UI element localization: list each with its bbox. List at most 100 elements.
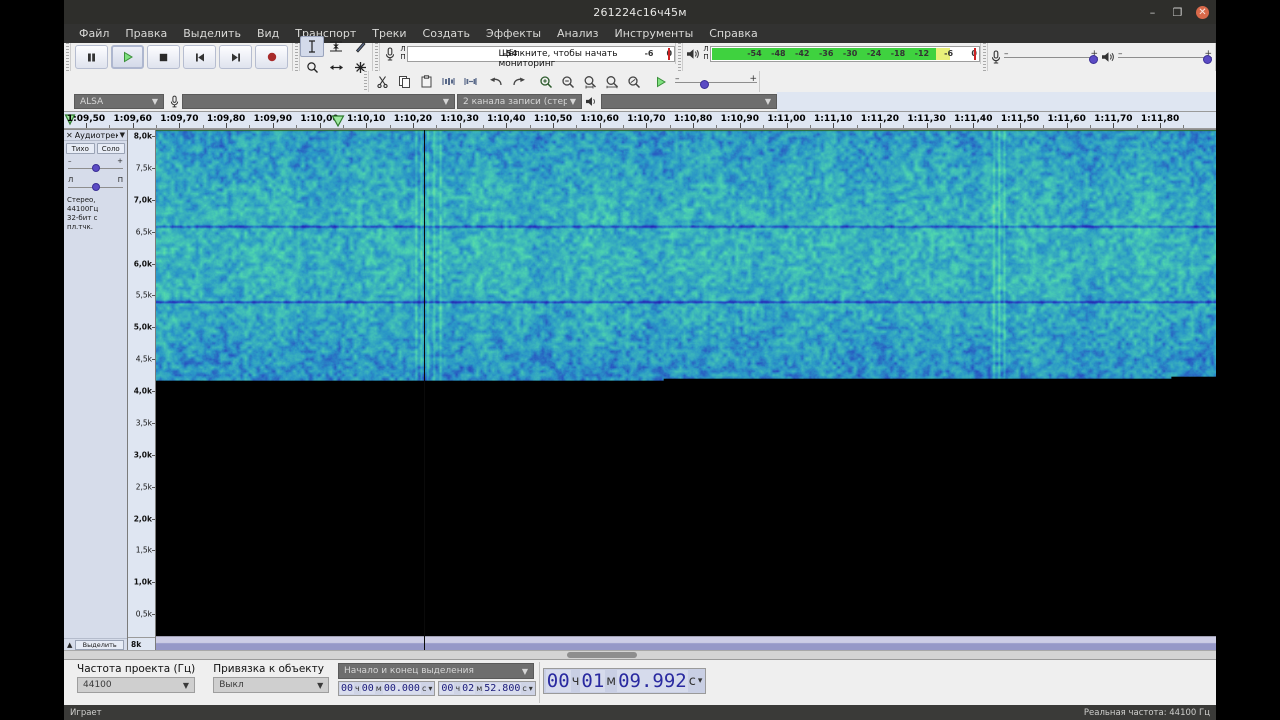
recording-meter-bar[interactable]: -54 -6 0 Щёлкните, чтобы начать монитори…: [407, 46, 675, 62]
timeline-minor-tick: [296, 125, 297, 128]
menu-item-generate[interactable]: Создать: [415, 26, 479, 41]
frequency-ruler: 8,0k 7,5k 7,0k 6,5k 6,0k 5,5k 5,0k 4,5k 4,0k 3,5k…: [128, 130, 156, 650]
selection-start-time[interactable]: 00 ч 00 м 00.000 с ▾: [338, 681, 435, 696]
stop-button[interactable]: [147, 45, 180, 69]
undo-button[interactable]: [485, 71, 507, 92]
menu-item-edit[interactable]: Правка: [117, 26, 175, 41]
frequency-tick: [152, 519, 155, 520]
trim-button[interactable]: [437, 71, 459, 92]
zoom-toggle-button[interactable]: [623, 71, 645, 92]
pause-button[interactable]: [75, 45, 108, 69]
timeline-ruler[interactable]: 1:09,50 1:09,60 1:09,70 1:09,80 1:09,90 1:10,…: [64, 112, 1216, 129]
paste-button[interactable]: [415, 71, 437, 92]
playback-meter-grip[interactable]: [676, 43, 683, 71]
menu-item-help[interactable]: Справка: [701, 26, 765, 41]
input-volume-slider[interactable]: – +: [1004, 49, 1098, 65]
menu-bar: Файл Правка Выделить Вид Транспорт Треки…: [64, 24, 1216, 43]
track-control-panel[interactable]: ✕ Аудиотрек ▼ Тихо Соло – + Л П: [64, 130, 128, 650]
playback-device-combo[interactable]: ▼: [601, 94, 777, 109]
timeline-minor-tick: [576, 125, 577, 128]
fit-project-button[interactable]: [601, 71, 623, 92]
timeline-major-tick: [273, 123, 274, 128]
silence-button[interactable]: [459, 71, 481, 92]
menu-item-analyze[interactable]: Анализ: [549, 26, 607, 41]
tools-grip[interactable]: [293, 43, 300, 71]
scrollbar-thumb[interactable]: [567, 652, 637, 658]
track-title[interactable]: Аудиотрек: [75, 131, 118, 140]
pb-tick--18: -18: [891, 49, 905, 58]
solo-button[interactable]: Соло: [97, 143, 126, 154]
timeline-minor-tick: [1137, 125, 1138, 128]
fit-selection-button[interactable]: [579, 71, 601, 92]
audacity-window: 261224с16ч45м – ❐ ✕ Файл Правка Выделить…: [64, 0, 1216, 720]
track-select-button[interactable]: Выделить: [75, 640, 124, 650]
frequency-label: 7,0k: [134, 195, 152, 204]
spectrogram-view[interactable]: [156, 130, 1216, 650]
minimize-icon[interactable]: –: [1146, 6, 1159, 19]
recording-device-combo[interactable]: ▼: [182, 94, 455, 109]
play-button[interactable]: [111, 45, 144, 69]
play-speed-slider[interactable]: – +: [675, 74, 757, 90]
timeline-major-tick: [506, 123, 507, 128]
skip-end-button[interactable]: [219, 45, 252, 69]
selection-tool[interactable]: [300, 36, 324, 57]
close-icon[interactable]: ✕: [1196, 6, 1209, 19]
horizontal-scrollbar[interactable]: [64, 650, 1216, 659]
chevron-down-icon[interactable]: ▼: [120, 131, 125, 139]
zoom-tool[interactable]: [300, 57, 324, 78]
output-volume-slider[interactable]: – +: [1118, 49, 1212, 65]
timeline-major-tick: [86, 123, 87, 128]
recording-meter-toolbar[interactable]: ЛП -54 -6 0 Щёлкните, чтобы начать монит…: [380, 43, 676, 64]
copy-button[interactable]: [393, 71, 415, 92]
menu-item-effects[interactable]: Эффекты: [478, 26, 549, 41]
playhead-indicator[interactable]: [331, 113, 345, 126]
play-at-speed-button[interactable]: [650, 71, 672, 92]
audio-position-display[interactable]: 00 ч 01 м 09.992 с ▾: [543, 668, 707, 694]
skip-start-button[interactable]: [183, 45, 216, 69]
envelope-tool[interactable]: [324, 36, 348, 57]
playback-meter-toolbar[interactable]: ЛП -54 -48 -42 -36 -30 -24 -18: [683, 43, 981, 64]
chevron-down-icon[interactable]: ▾: [528, 684, 534, 693]
chevron-down-icon: ▼: [567, 97, 579, 106]
transport-grip[interactable]: [64, 43, 71, 71]
pb-tick--30: -30: [843, 49, 857, 58]
menu-item-file[interactable]: Файл: [71, 26, 117, 41]
redo-button[interactable]: [507, 71, 529, 92]
frequency-tick: [152, 200, 155, 201]
zoom-in-button[interactable]: [535, 71, 557, 92]
pan-slider[interactable]: Л П: [68, 176, 123, 193]
cut-button[interactable]: [371, 71, 393, 92]
chevron-down-icon[interactable]: ▾: [427, 684, 433, 693]
maximize-icon[interactable]: ❐: [1171, 6, 1184, 19]
record-button[interactable]: [255, 45, 288, 69]
pb-tick--36: -36: [819, 49, 833, 58]
triangle-up-icon[interactable]: ▲: [67, 641, 72, 649]
track-close-icon[interactable]: ✕: [66, 131, 73, 140]
playback-meter-bar[interactable]: -54 -48 -42 -36 -30 -24 -18 -12 -6 0: [710, 46, 980, 62]
recording-meter-grip[interactable]: [373, 43, 380, 71]
track-header: ✕ Аудиотрек ▼: [64, 130, 127, 141]
snap-combo[interactable]: Выкл ▼: [213, 677, 329, 693]
mixer-grip[interactable]: [981, 43, 988, 71]
pan-left-label: Л: [68, 176, 73, 184]
menu-item-select[interactable]: Выделить: [175, 26, 249, 41]
edit-grip[interactable]: [362, 71, 369, 92]
timeline-major-tick: [413, 123, 414, 128]
chevron-down-icon[interactable]: ▾: [697, 676, 704, 686]
end-hours: 00: [440, 683, 454, 694]
gain-slider[interactable]: – +: [68, 157, 123, 174]
audio-host-combo[interactable]: ALSA ▼: [74, 94, 164, 109]
menu-item-tools[interactable]: Инструменты: [607, 26, 702, 41]
menu-item-view[interactable]: Вид: [249, 26, 287, 41]
zoom-out-button[interactable]: [557, 71, 579, 92]
selection-mode-combo[interactable]: Начало и конец выделения ▼: [338, 663, 534, 679]
mute-button[interactable]: Тихо: [66, 143, 95, 154]
timeline-minor-tick: [483, 125, 484, 128]
draw-tool[interactable]: [348, 36, 372, 57]
spectrogram-canvas[interactable]: [156, 130, 1216, 650]
track-format-line1: Стерео, 44100Гц: [67, 196, 124, 214]
recording-channels-combo[interactable]: 2 канала записи (стерео) ▼: [457, 94, 582, 109]
project-rate-combo[interactable]: 44100 ▼: [77, 677, 195, 693]
timeshift-tool[interactable]: [324, 57, 348, 78]
selection-end-time[interactable]: 00 ч 02 м 52.800 с ▾: [438, 681, 535, 696]
